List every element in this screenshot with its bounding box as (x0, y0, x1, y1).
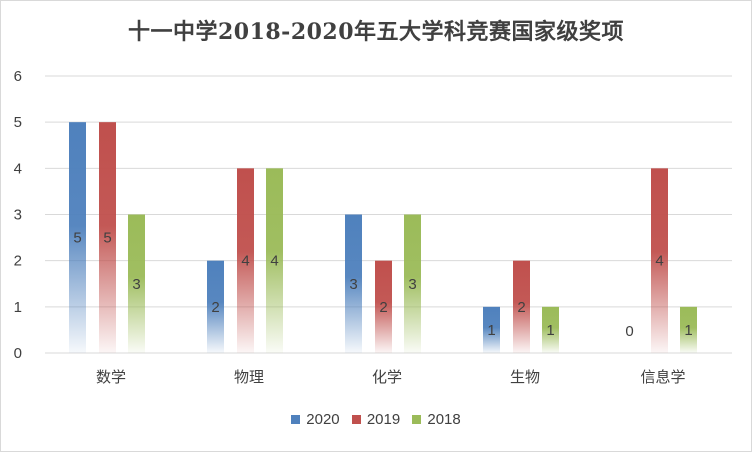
legend-label: 2020 (306, 411, 340, 428)
legend-item-2019[interactable]: 2019 (351, 411, 401, 428)
data-label: 4 (270, 253, 278, 270)
legend: 2020 2019 2018 (0, 411, 752, 428)
data-label: 4 (655, 253, 663, 270)
data-label: 3 (349, 276, 357, 293)
y-tick-label: 5 (14, 114, 22, 131)
bar-2018[interactable] (404, 214, 421, 354)
bar-2019[interactable] (99, 122, 116, 354)
bar-2019[interactable] (513, 260, 530, 353)
data-label: 2 (211, 299, 219, 316)
y-tick-label: 4 (14, 160, 22, 177)
data-label: 1 (487, 322, 495, 339)
x-category-label: 化学 (372, 368, 402, 386)
data-label: 4 (241, 253, 249, 270)
data-label: 2 (517, 299, 525, 316)
data-label: 0 (625, 323, 633, 340)
data-label: 5 (103, 230, 111, 247)
legend-swatch-2020 (291, 415, 301, 424)
bars (69, 122, 697, 354)
legend-label: 2018 (427, 411, 461, 428)
bar-2018[interactable] (542, 306, 559, 353)
y-axis: 0 1 2 3 4 5 6 (14, 68, 22, 362)
data-label: 3 (408, 276, 416, 293)
bar-2020[interactable] (483, 306, 500, 353)
legend-label: 2019 (366, 411, 401, 428)
data-label: 2 (379, 299, 387, 316)
y-tick-label: 1 (14, 299, 22, 316)
legend-item-2018[interactable]: 2018 (412, 411, 461, 428)
data-label: 1 (546, 322, 554, 339)
bar-2019[interactable] (237, 168, 254, 353)
x-axis: 数学 物理 化学 生物 信息学 (96, 368, 686, 386)
bar-2019[interactable] (651, 168, 668, 353)
legend-swatch-2018 (412, 415, 422, 424)
y-tick-label: 0 (14, 345, 22, 362)
bar-2020[interactable] (69, 122, 86, 354)
y-tick-label: 6 (14, 68, 22, 85)
x-category-label: 数学 (96, 368, 126, 386)
data-labels: 5 5 3 2 4 4 3 2 3 1 2 1 0 4 1 (73, 230, 692, 340)
legend-item-2020[interactable]: 2020 (291, 411, 340, 428)
data-label: 5 (73, 230, 81, 247)
chart-title: 十一中学2018-2020年五大学科竞赛国家级奖项 (127, 19, 625, 45)
bar-2019[interactable] (375, 260, 392, 353)
bar-2018[interactable] (128, 214, 145, 354)
x-category-label: 信息学 (640, 368, 685, 386)
bar-2020[interactable] (207, 260, 224, 353)
y-tick-label: 3 (14, 207, 22, 224)
bar-2020[interactable] (345, 214, 362, 354)
data-label: 1 (684, 322, 692, 339)
y-tick-label: 2 (14, 253, 22, 270)
bar-2018[interactable] (680, 306, 697, 353)
bar-2018[interactable] (266, 168, 283, 353)
legend-swatch-2019 (351, 415, 361, 424)
x-category-label: 生物 (510, 368, 540, 386)
x-category-label: 物理 (234, 368, 264, 386)
data-label: 3 (132, 276, 140, 293)
